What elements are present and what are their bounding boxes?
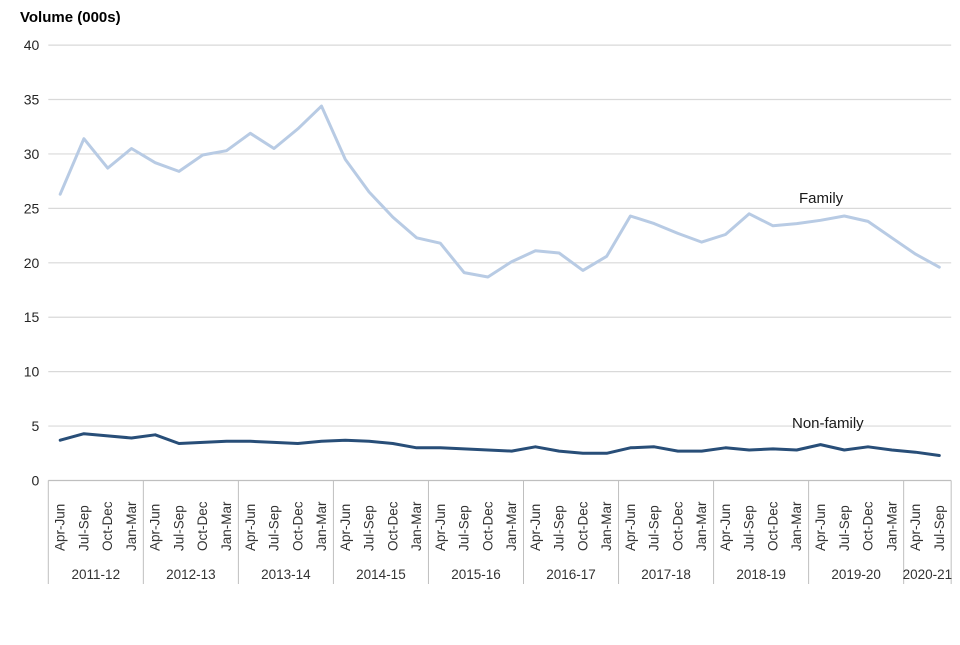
quarter-tick-label: Oct-Dec [480, 501, 495, 551]
quarter-tick-label: Jan-Mar [314, 501, 329, 551]
year-label: 2011-12 [72, 567, 121, 582]
quarter-tick-label: Jan-Mar [789, 501, 804, 551]
family-series-label: Family [799, 190, 844, 207]
y-axis-tick-labels: 0 5 10 15 20 25 30 35 40 [24, 37, 40, 488]
quarter-tick-label: Jan-Mar [884, 501, 899, 551]
quarter-tick-label: Jan-Mar [219, 501, 234, 551]
quarter-tick-label: Apr-Jun [718, 504, 733, 551]
quarter-tick-label: Oct-Dec [575, 501, 590, 551]
quarter-tick-label: Apr-Jun [623, 504, 638, 551]
year-label: 2015-16 [451, 567, 501, 582]
quarter-tick-label: Oct-Dec [861, 501, 876, 551]
quarter-tick-label: Jul-Sep [932, 505, 947, 551]
y-tick-label: 20 [24, 255, 40, 271]
year-label: 2016-17 [546, 567, 596, 582]
quarter-tick-label: Jan-Mar [409, 501, 424, 551]
quarter-tick-label: Jan-Mar [694, 501, 709, 551]
year-label: 2017-18 [641, 567, 691, 582]
year-label: 2019-20 [831, 567, 881, 582]
quarter-tick-label: Jul-Sep [647, 505, 662, 551]
family-line [58, 104, 941, 279]
gridlines-layer [48, 44, 952, 482]
quarter-tick-label: Jul-Sep [267, 505, 282, 551]
quarter-tick-label: Apr-Jun [53, 504, 68, 551]
quarter-tick-label: Jan-Mar [599, 501, 614, 551]
x-axis-category-band: Apr-Jun Jul-Sep Oct-Dec Jan-Mar 2011-12 Apr-J… [47, 480, 953, 584]
year-label: 2018-19 [736, 567, 786, 582]
y-tick-label: 35 [24, 92, 40, 108]
quarter-tick-label: Oct-Dec [100, 501, 115, 551]
quarter-tick-label: Apr-Jun [338, 504, 353, 551]
y-tick-label: 25 [24, 200, 40, 216]
quarter-tick-label: Jul-Sep [457, 505, 472, 551]
quarter-tick-label: Jan-Mar [124, 501, 139, 551]
quarter-tick-label: Jul-Sep [362, 505, 377, 551]
year-label: 2013-14 [261, 567, 311, 582]
y-tick-label: 30 [24, 146, 40, 162]
year-label: 2012-13 [166, 567, 216, 582]
quarter-tick-label: Oct-Dec [670, 501, 685, 551]
chart-title: Volume (000s) [20, 9, 121, 26]
quarter-tick-label: Apr-Jun [148, 504, 163, 551]
year-label: 2020-21 [903, 567, 953, 582]
quarter-tick-label: Oct-Dec [290, 501, 305, 551]
y-tick-label: 15 [24, 309, 40, 325]
quarter-tick-label: Apr-Jun [528, 504, 543, 551]
y-tick-label: 5 [32, 418, 40, 434]
y-tick-label: 0 [32, 473, 40, 489]
series-lines-layer [58, 104, 941, 457]
quarter-tick-label: Apr-Jun [433, 504, 448, 551]
quarter-tick-label: Apr-Jun [908, 504, 923, 551]
quarter-tick-label: Jul-Sep [552, 505, 567, 551]
non-family-line [58, 432, 941, 457]
quarter-tick-label: Apr-Jun [243, 504, 258, 551]
y-tick-label: 10 [24, 364, 40, 380]
quarter-tick-label: Jul-Sep [76, 505, 91, 551]
year-label: 2014-15 [356, 567, 406, 582]
quarter-tick-label: Jul-Sep [837, 505, 852, 551]
non-family-series-label: Non-family [792, 415, 864, 432]
quarter-tick-label: Oct-Dec [195, 501, 210, 551]
quarter-tick-label: Oct-Dec [765, 501, 780, 551]
quarter-tick-label: Jul-Sep [171, 505, 186, 551]
quarter-tick-label: Jan-Mar [504, 501, 519, 551]
y-tick-label: 40 [24, 37, 40, 53]
quarter-tick-label: Jul-Sep [742, 505, 757, 551]
quarter-tick-label: Oct-Dec [385, 501, 400, 551]
quarter-tick-label: Apr-Jun [813, 504, 828, 551]
